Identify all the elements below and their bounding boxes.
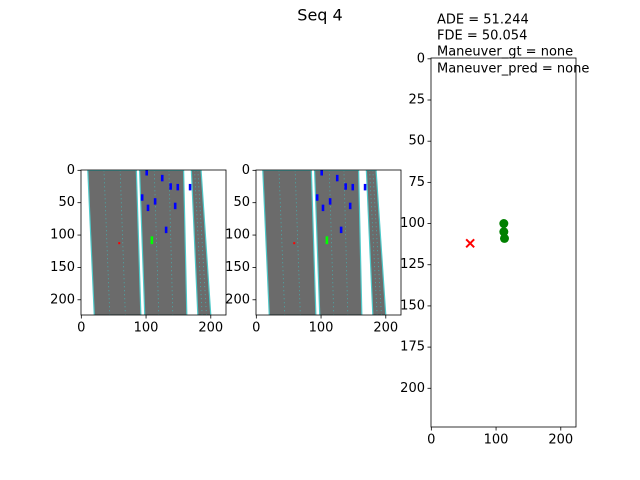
road [365, 170, 387, 315]
x-tick-label: 0 [252, 321, 260, 336]
axes-frame [255, 169, 402, 316]
y-tick-label: 150 [400, 298, 425, 313]
ego-vehicle [150, 236, 154, 245]
lane-marking [168, 170, 174, 315]
y-tick-label: 50 [58, 195, 75, 210]
y-tick-label: 150 [225, 260, 250, 275]
road [262, 170, 317, 315]
point [499, 227, 509, 237]
scene-image [262, 170, 387, 315]
vehicle [321, 204, 325, 212]
vehicle [339, 226, 343, 234]
y-tick-label: 0 [417, 51, 425, 66]
annotation: ADE = 51.244 [437, 13, 529, 28]
y-tick-label: 50 [233, 195, 250, 210]
vehicle [173, 202, 177, 210]
y-tick-label: 200 [225, 292, 250, 307]
figure-title: Seq 4 [297, 6, 342, 25]
target-marker [293, 242, 296, 245]
y-tick-label: 150 [50, 260, 75, 275]
x-tick-label: 100 [134, 321, 159, 336]
vehicle [328, 198, 332, 205]
y-tick-label: 100 [225, 228, 250, 243]
x-tick-label: 200 [548, 433, 573, 448]
vehicle [164, 226, 168, 234]
vehicle [160, 174, 164, 182]
x-tick-label: 0 [427, 433, 435, 448]
point [499, 219, 509, 229]
lane-marking [119, 170, 126, 315]
vehicle [348, 202, 352, 210]
vehicle [344, 183, 347, 190]
annotation: Maneuver_gt = none [437, 45, 573, 60]
lane-marking [369, 170, 378, 315]
vehicle [145, 170, 148, 176]
lane-marking [197, 170, 207, 315]
y-tick-label: 75 [408, 175, 425, 190]
lane-marking [103, 170, 111, 315]
vehicle [176, 183, 180, 191]
annotation: Maneuver_pred = none [437, 62, 589, 77]
vehicle [146, 204, 150, 212]
y-tick-label: 100 [50, 228, 75, 243]
vehicle [169, 183, 172, 190]
axes-frame [80, 169, 227, 316]
x-tick-label: 200 [198, 321, 223, 336]
road [138, 170, 188, 315]
vehicle [140, 194, 144, 201]
lane-marking [278, 170, 286, 315]
x-tick-label: 100 [309, 321, 334, 336]
vehicle [153, 198, 157, 205]
y-tick-label: 0 [242, 163, 250, 178]
y-tick-label: 200 [400, 381, 425, 396]
vehicle [320, 170, 323, 176]
y-tick-label: 100 [400, 216, 425, 231]
x-tick-label: 0 [77, 321, 85, 336]
road [87, 170, 142, 315]
lane-marking [294, 170, 301, 315]
point [465, 238, 475, 249]
vehicle [363, 183, 367, 191]
y-tick-label: 200 [50, 292, 75, 307]
x-tick-label: 200 [373, 321, 398, 336]
lane-marking [328, 170, 335, 315]
road [190, 170, 212, 315]
lane-marking [343, 170, 349, 315]
annotation: FDE = 50.054 [437, 29, 527, 44]
vehicle [335, 174, 339, 182]
axes-frame [430, 57, 577, 428]
scene-image [87, 170, 212, 315]
vehicle [188, 183, 192, 191]
vehicle [351, 183, 355, 191]
lane-marking [153, 170, 160, 315]
road [313, 170, 363, 315]
y-tick-label: 0 [67, 163, 75, 178]
lane-marking [194, 170, 203, 315]
y-tick-label: 50 [408, 134, 425, 149]
lane-marking [372, 170, 382, 315]
vehicle [315, 194, 319, 201]
point [499, 233, 509, 243]
ego-vehicle [325, 236, 329, 245]
y-tick-label: 125 [400, 257, 425, 272]
target-marker [118, 242, 121, 245]
y-tick-label: 25 [408, 93, 425, 108]
y-tick-label: 175 [400, 340, 425, 355]
x-tick-label: 100 [484, 433, 509, 448]
